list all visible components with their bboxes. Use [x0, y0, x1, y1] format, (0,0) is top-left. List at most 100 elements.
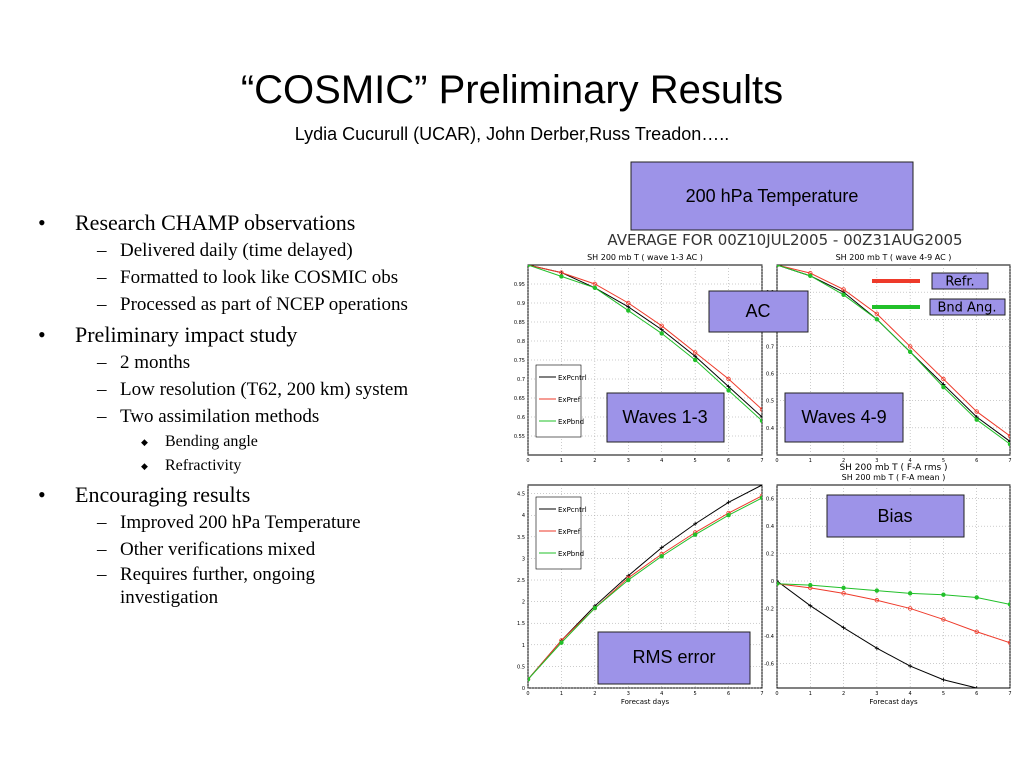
- point-marker: [659, 545, 664, 550]
- point-marker: [841, 591, 846, 596]
- point-marker: [626, 304, 631, 309]
- x-tick-label: 6: [727, 458, 730, 464]
- x-tick-label: 2: [842, 458, 845, 464]
- callout: Waves 1-3: [606, 392, 725, 443]
- callout: 200 hPa Temperature: [630, 161, 914, 231]
- point-marker: [974, 409, 979, 414]
- y-tick-label: 0: [522, 686, 525, 692]
- callout-box: [826, 494, 965, 538]
- bullet-item: 2 months: [0, 349, 500, 376]
- x-tick-label: 2: [842, 691, 845, 697]
- point-marker: [659, 554, 664, 559]
- series-line: [777, 583, 1010, 605]
- point-marker: [874, 598, 880, 603]
- figure-legend: Refr. Bnd Ang.: [872, 272, 1006, 316]
- point-marker: [693, 354, 698, 359]
- y-tick-label: 4.5: [517, 492, 525, 498]
- chart: SH 200 mb T ( wave 4-9 AC ) SH 200 mb T (…: [766, 253, 1012, 473]
- point-marker: [777, 581, 780, 586]
- point-marker: [777, 265, 780, 268]
- bullet-item: Low resolution (T62, 200 km) system: [0, 376, 500, 403]
- y-tick-label: 0.5: [766, 399, 774, 405]
- point-marker: [941, 677, 946, 682]
- point-marker: [692, 350, 698, 355]
- x-axis-label: SH 200 mb T ( F-A rms ): [839, 463, 947, 473]
- point-marker: [777, 579, 779, 584]
- point-marker: [1008, 439, 1010, 444]
- point-marker: [659, 323, 664, 328]
- point-marker: [941, 617, 946, 622]
- point-marker: [941, 384, 946, 390]
- x-tick-label: 5: [942, 458, 945, 464]
- x-axis-label: Forecast days: [869, 698, 918, 706]
- plot-frame: [776, 264, 1011, 456]
- series-line: [528, 495, 762, 680]
- point-marker: [808, 582, 813, 588]
- point-marker: [626, 577, 631, 583]
- x-tick-label: 6: [975, 458, 978, 464]
- x-tick-label: 6: [727, 691, 730, 697]
- y-tick-label: 3.5: [517, 535, 525, 541]
- point-marker: [907, 349, 913, 355]
- slide-subtitle: Lydia Cucurull (UCAR), John Derber,Russ …: [294, 124, 730, 144]
- callout-box: [606, 392, 725, 443]
- y-tick-label: 0.9: [517, 301, 525, 307]
- callout-text: AC: [745, 301, 770, 321]
- y-tick-label: 2.5: [517, 578, 525, 584]
- point-marker: [841, 585, 846, 591]
- point-marker: [760, 415, 762, 419]
- bullet-item: Preliminary impact study: [0, 321, 500, 349]
- series: [777, 579, 979, 688]
- x-tick-label: 4: [909, 458, 912, 464]
- point-marker: [626, 308, 631, 313]
- point-marker: [759, 407, 762, 412]
- series-line: [528, 497, 762, 680]
- point-marker: [974, 417, 979, 422]
- y-tick-label: -0.2: [764, 606, 774, 612]
- chart-title: SH 200 mb T ( wave 1-3 AC ): [587, 253, 703, 262]
- chart-title: SH 200 mb T ( F-A mean ): [842, 473, 946, 482]
- x-tick-label: 4: [660, 691, 663, 697]
- point-marker: [626, 300, 631, 306]
- point-marker: [941, 376, 946, 382]
- x-tick-label: 1: [560, 458, 563, 464]
- x-tick-label: 5: [942, 691, 945, 697]
- callout-box: [630, 161, 914, 231]
- callout-text: 200 hPa Temperature: [686, 186, 859, 206]
- chart-title: SH 200 mb T ( wave 4-9 AC ): [836, 253, 952, 262]
- point-marker: [874, 317, 880, 322]
- y-tick-label: 0.6: [766, 497, 774, 503]
- charts: SH 200 mb T ( wave 1-3 AC )0.550.60.650.…: [514, 253, 1012, 706]
- y-tick-label: 0.7: [766, 344, 774, 350]
- point-marker: [592, 285, 598, 290]
- series-line: [777, 583, 1010, 644]
- legend-label: ExPref: [558, 396, 581, 404]
- bullet-item: Other verifications mixed: [0, 536, 500, 563]
- point-marker: [559, 640, 564, 645]
- chart: Forecast days 0 0.5 1 1.5 2 2.5 3 3.5 4 4.5 0 1 2 3 4 5 6…: [517, 484, 764, 706]
- point-marker: [1007, 433, 1010, 439]
- bullet-item: Bending angle: [0, 430, 500, 454]
- point-marker: [659, 331, 664, 336]
- x-axis-label: Forecast days: [621, 698, 670, 706]
- series-line: [528, 265, 762, 422]
- legend-label: ExPcntrl: [558, 506, 587, 514]
- legend-label: Refr.: [945, 275, 974, 290]
- series: [528, 495, 762, 682]
- legend-box: [931, 272, 989, 290]
- x-tick-label: 7: [1008, 458, 1011, 464]
- bullet-item: Improved 200 hPa Temperature: [0, 509, 500, 536]
- point-marker: [759, 495, 762, 501]
- bullet-item: Processed as part of NCEP operations: [0, 291, 500, 318]
- point-marker: [726, 513, 731, 518]
- x-tick-label: 2: [593, 458, 596, 464]
- point-marker: [528, 265, 531, 268]
- point-marker: [1007, 640, 1010, 645]
- legend-label: ExPbnd: [558, 418, 584, 426]
- bullet-item: Formatted to look like COSMIC obs: [0, 264, 500, 291]
- callout-text: Waves 1-3: [622, 407, 707, 427]
- point-marker: [759, 493, 762, 498]
- callout-box: [597, 631, 751, 685]
